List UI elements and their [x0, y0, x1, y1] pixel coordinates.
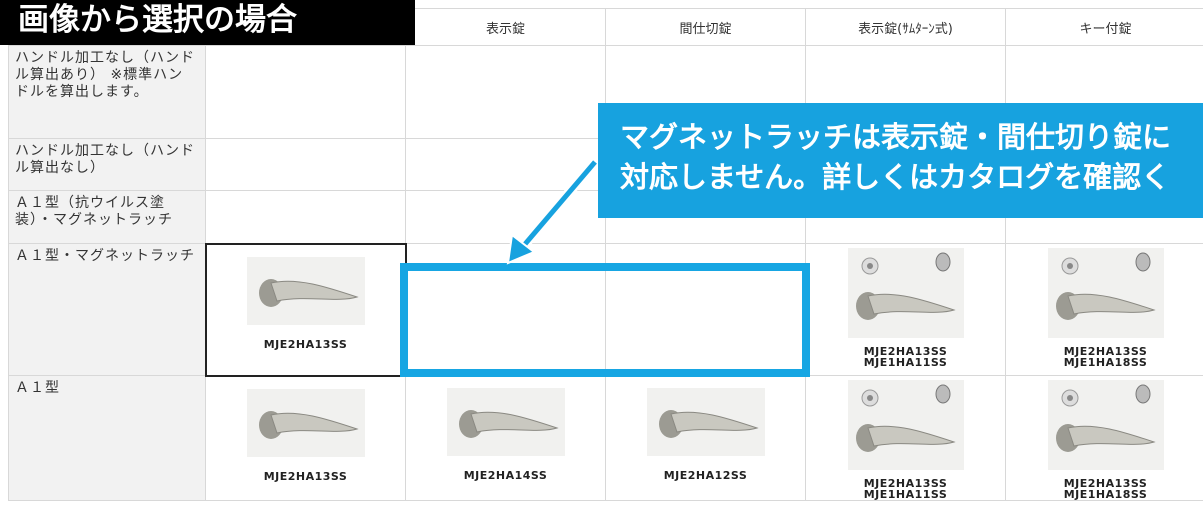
highlight-box	[400, 263, 810, 377]
product: MJE2HA13SS MJE1HA11SS	[806, 376, 1005, 500]
product-cell	[205, 138, 406, 191]
product-code: MJE2HA13SS	[1063, 345, 1148, 358]
product: MJE2HA13SS	[207, 245, 405, 350]
product: MJE2HA12SS	[606, 376, 805, 481]
product-cell	[205, 45, 406, 139]
header-cell: 間仕切錠	[605, 8, 806, 46]
header-cell: 表示錠(ｻﾑﾀｰﾝ式)	[805, 8, 1006, 46]
product-code: MJE2HA13SS	[863, 477, 948, 490]
product-code: MJE2HA14SS	[463, 469, 548, 482]
product-code: MJE2HA13SS	[863, 345, 948, 358]
product-code: MJE2HA13SS	[1063, 477, 1148, 490]
row-label: ハンドル加工なし（ハンドル算出なし）	[8, 138, 206, 191]
callout-arrow	[506, 158, 599, 265]
product-cell: MJE2HA12SS	[605, 375, 806, 501]
product-code: MJE2HA13SS	[263, 337, 348, 351]
product-image	[446, 388, 565, 456]
callout-line: 対応しません。詳しくはカタログを確認く	[620, 160, 1171, 194]
product-cell: MJE2HA13SS MJE1HA18SS	[1005, 243, 1203, 376]
product-image	[847, 380, 964, 470]
product-cell	[205, 190, 406, 244]
product-code: MJE2HA12SS	[663, 469, 748, 482]
product-image	[1047, 380, 1164, 470]
row-label: ハンドル加工なし（ハンドル算出あり） ※標準ハンドルを算出します。	[8, 45, 206, 139]
product: MJE2HA13SS MJE1HA18SS	[1006, 244, 1203, 368]
product-image	[847, 248, 964, 338]
product-code: MJE1HA18SS	[1063, 488, 1148, 501]
product-cell	[405, 45, 606, 139]
row-label: Ａ１型	[8, 375, 206, 501]
product-image	[246, 256, 365, 325]
product-code: MJE1HA11SS	[863, 356, 948, 369]
product-cell: MJE2HA13SS MJE1HA11SS	[805, 243, 1006, 376]
product-code: MJE1HA18SS	[1063, 356, 1148, 369]
row-label: Ａ１型（抗ウイルス塗装）・マグネットラッチ	[8, 190, 206, 244]
product-cell: MJE2HA13SS	[204, 242, 407, 377]
product: MJE2HA13SS MJE1HA11SS	[806, 244, 1005, 368]
table-row: Ａ１型 MJE2HA13SS MJE2HA14SS MJE2HA12SS MJE2HA1…	[8, 375, 1203, 501]
header-cell: キー付錠	[1005, 8, 1203, 46]
product-image	[1047, 248, 1164, 338]
product-cell: MJE2HA14SS	[405, 375, 606, 501]
product-cell: MJE2HA13SS	[205, 375, 406, 501]
product: MJE2HA13SS	[206, 377, 405, 482]
callout: マグネットラッチは表示錠・間仕切り錠に 対応しません。詳しくはカタログを確認く	[598, 103, 1203, 218]
product-image	[646, 388, 765, 456]
product-code: MJE1HA11SS	[863, 488, 948, 501]
product: MJE2HA13SS MJE1HA18SS	[1006, 376, 1203, 500]
product-image	[246, 388, 365, 457]
product-cell: MJE2HA13SS MJE1HA11SS	[805, 375, 1006, 501]
header-cell: 表示錠	[405, 8, 606, 46]
product: MJE2HA14SS	[406, 376, 605, 481]
section-badge: 画像から選択の場合	[0, 0, 415, 45]
product-cell: MJE2HA13SS MJE1HA18SS	[1005, 375, 1203, 501]
callout-line: マグネットラッチは表示錠・間仕切り錠に	[620, 120, 1172, 154]
row-label: Ａ１型・マグネットラッチ	[8, 243, 206, 376]
product-code: MJE2HA13SS	[263, 469, 348, 483]
